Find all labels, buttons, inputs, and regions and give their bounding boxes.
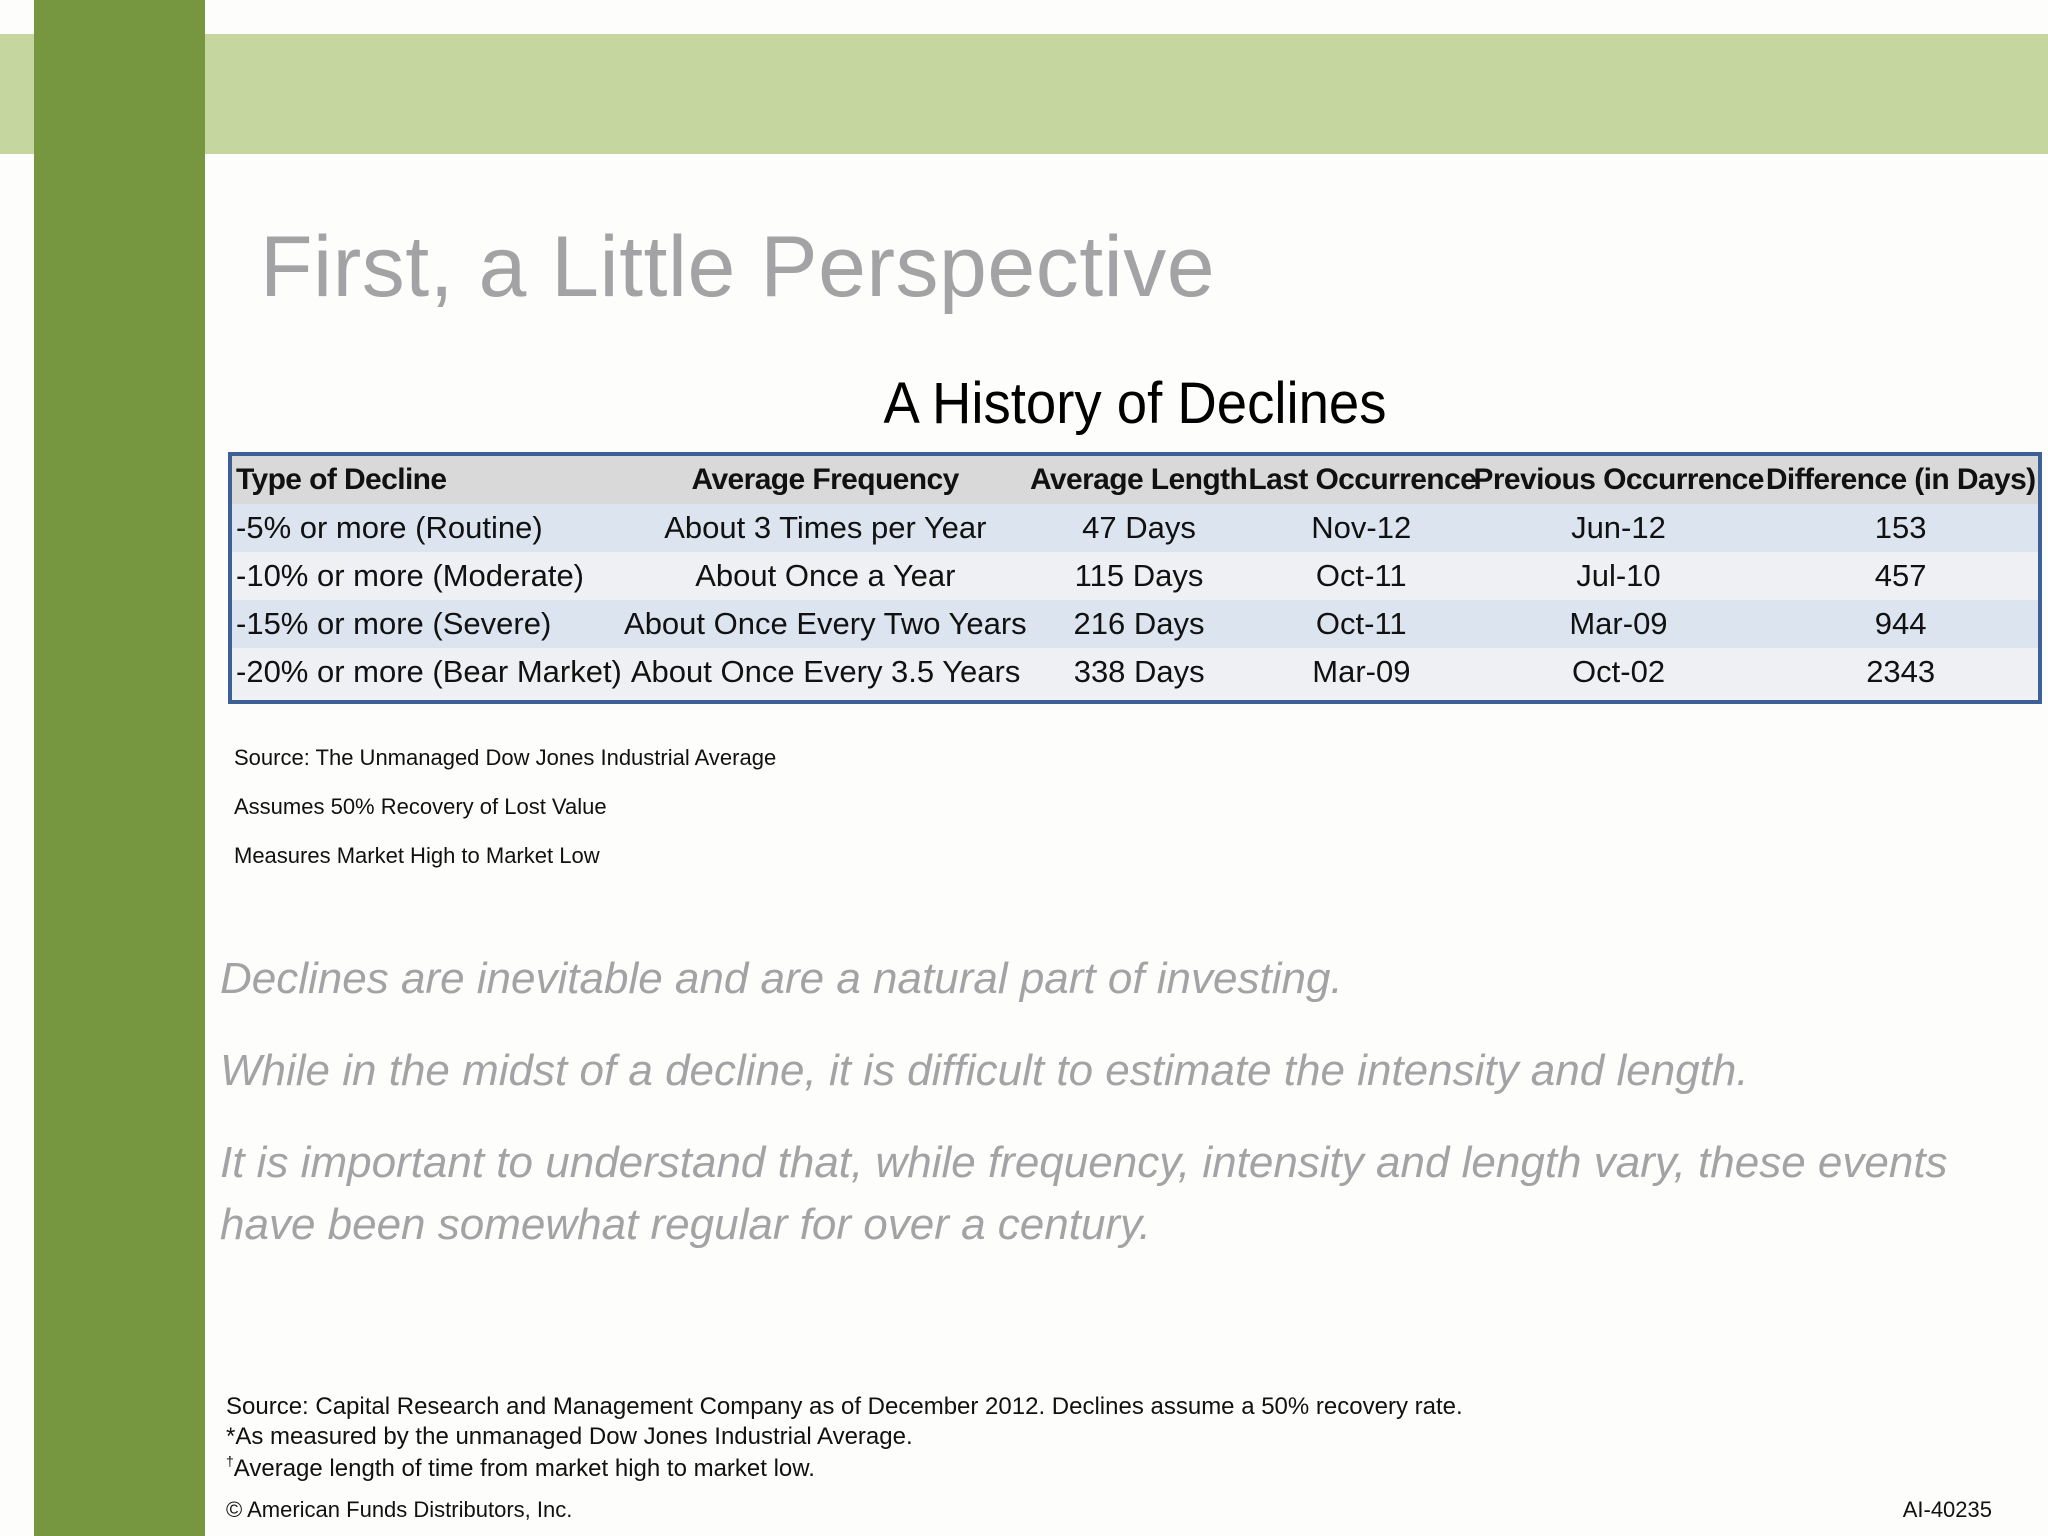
table-cell: Mar-09 (1312, 654, 1411, 689)
footer-source: Source: Capital Research and Management … (226, 1393, 1463, 1420)
table-row: -5% or more (Routine) About 3 Times per … (232, 504, 2038, 552)
table-assumption-note: Assumes 50% Recovery of Lost Value (234, 794, 607, 819)
table-cell: Oct-11 (1315, 558, 1407, 593)
table-cell: -5% or more (Routine) (236, 510, 543, 545)
table-row: -20% or more (Bear Market) About Once Ev… (232, 648, 2038, 696)
key-point: While in the midst of a decline, it is d… (220, 1046, 1749, 1095)
column-header: Difference (in Days) (1765, 463, 2036, 496)
column-header: Last Occurrence (1248, 463, 1477, 496)
table-cell: 457 (1874, 558, 1927, 593)
table-cell: Oct-11 (1315, 606, 1407, 641)
table-cell: About Once a Year (695, 558, 956, 593)
key-point: It is important to understand that, whil… (220, 1138, 1948, 1249)
table-row: -15% or more (Severe) About Once Every T… (232, 600, 2038, 648)
table-cell: About 3 Times per Year (664, 510, 987, 545)
column-header: Type of Decline (236, 463, 447, 496)
table-title: A History of Declines (883, 371, 1387, 436)
column-header: Previous Occurrence (1473, 463, 1764, 496)
footer-note: *As measured by the unmanaged Dow Jones … (226, 1423, 913, 1450)
top-accent-band (0, 34, 2048, 154)
footer-note-text: Average length of time from market high … (233, 1455, 815, 1482)
table-measure-note: Measures Market High to Market Low (234, 843, 600, 868)
table-cell: 115 Days (1074, 558, 1204, 593)
table-header-row: Type of Decline Average Frequency Averag… (232, 456, 2038, 504)
table-cell: 2343 (1866, 654, 1936, 689)
table-cell: 944 (1874, 606, 1927, 641)
table-cell: Mar-09 (1569, 606, 1668, 641)
table-cell: 153 (1874, 510, 1927, 545)
key-point: Declines are inevitable and are a natura… (220, 954, 1343, 1003)
table-cell: -20% or more (Bear Market) (236, 654, 622, 689)
footer-note: †Average length of time from market high… (226, 1453, 815, 1483)
page-title: First, a Little Perspective (260, 219, 1216, 315)
column-header: Average Frequency (691, 463, 960, 496)
table-cell: Nov-12 (1311, 510, 1412, 545)
document-code: AI-40235 (1902, 1497, 1992, 1522)
table-cell: 216 Days (1073, 606, 1205, 641)
table-cell: Jun-12 (1571, 510, 1666, 545)
declines-table: Type of Decline Average Frequency Averag… (228, 452, 2042, 704)
table-cell: Jul-10 (1576, 558, 1661, 593)
table-cell: 338 Days (1073, 654, 1205, 689)
table-cell: About Once Every Two Years (624, 606, 1027, 641)
dagger-mark: † (226, 1453, 234, 1469)
table-cell: 47 Days (1082, 510, 1196, 545)
copyright: © American Funds Distributors, Inc. (226, 1497, 573, 1522)
table-cell: -10% or more (Moderate) (236, 558, 585, 593)
table-source-note: Source: The Unmanaged Dow Jones Industri… (234, 745, 777, 770)
table-cell: About Once Every 3.5 Years (630, 654, 1021, 689)
table-cell: Oct-02 (1572, 654, 1666, 689)
table-cell: -15% or more (Severe) (236, 606, 552, 641)
side-accent-bar (34, 0, 205, 1536)
column-header: Average Length (1029, 463, 1248, 496)
table-row: -10% or more (Moderate) About Once a Yea… (232, 552, 2038, 600)
